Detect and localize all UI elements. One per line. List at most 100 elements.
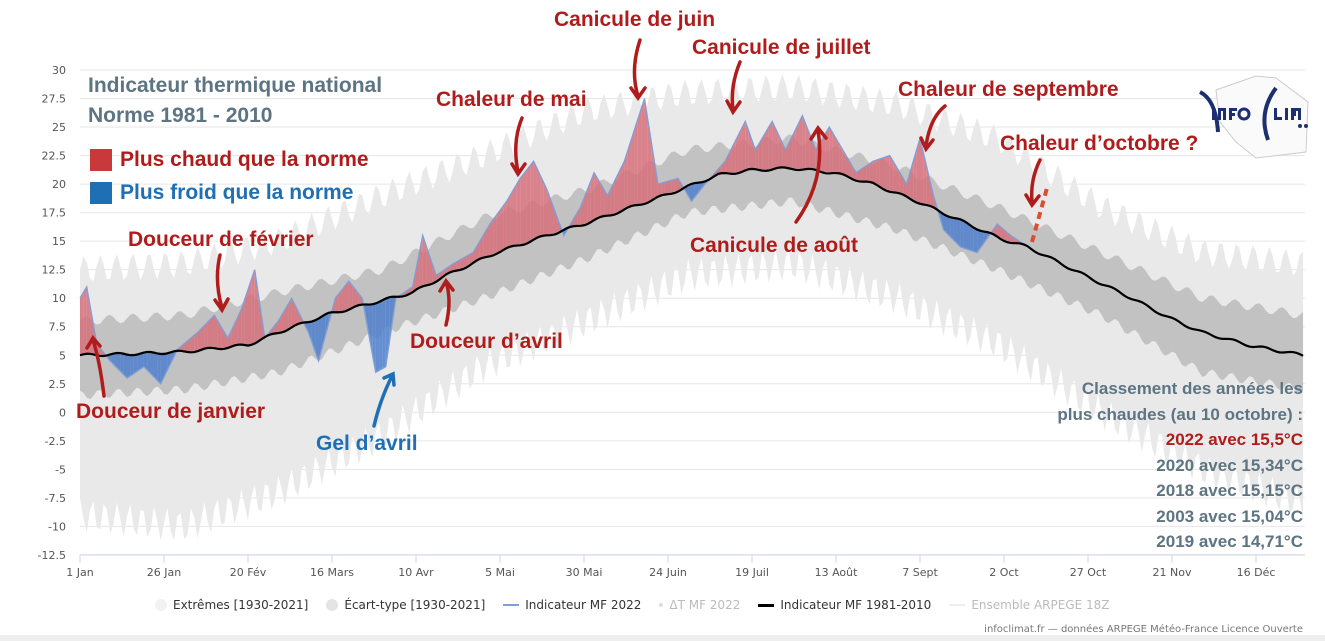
cold-anomaly-area (385, 298, 390, 367)
warm-anomaly-area (637, 108, 642, 206)
cold-anomaly-area (167, 352, 171, 371)
cold-anomaly-area (946, 214, 951, 237)
annotation-arrow (372, 371, 396, 428)
warm-anomaly-area (597, 178, 601, 220)
warm-anomaly-area (479, 235, 484, 261)
warm-anomaly-area (342, 285, 346, 311)
key-warm: Plus chaud que la norme (90, 148, 369, 172)
annotation-apr-gel: Gel d’avril (316, 432, 418, 455)
warm-anomaly-area (600, 184, 605, 219)
warm-anomaly-area (822, 132, 826, 172)
cold-anomaly-area (127, 353, 131, 379)
warm-anomaly-area (217, 321, 222, 349)
warm-anomaly-area (496, 210, 500, 253)
cold-anomaly-area (110, 354, 114, 365)
y-tick-label: -2.5 (45, 435, 66, 448)
annotation-arrow (1024, 158, 1042, 209)
warm-anomaly-area (725, 154, 729, 174)
annotation-arrow (919, 104, 947, 153)
warm-anomaly-area (513, 184, 517, 247)
warm-anomaly-area (614, 174, 618, 214)
key-warm-label: Plus chaud que la norme (120, 148, 369, 171)
annotation-apr-douceur: Douceur d’avril (410, 330, 563, 353)
legend-arpege[interactable]: Ensemble ARPEGE 18Z (949, 598, 1110, 612)
key-cold: Plus froid que la norme (90, 181, 353, 205)
warm-anomaly-area (530, 161, 534, 242)
legend-delta[interactable]: ΔT MF 2022 (659, 598, 740, 612)
warm-anomaly-area (486, 224, 490, 258)
y-tick-label: 10 (52, 292, 66, 305)
y-tick-label: 7.5 (49, 321, 67, 334)
x-tick-label: 19 Juil (735, 566, 769, 579)
cold-anomaly-area (153, 352, 158, 381)
warm-anomaly-area (859, 168, 863, 182)
annotation-arrow (510, 116, 527, 178)
cold-anomaly-area (150, 353, 154, 377)
warm-anomaly-area (536, 168, 541, 239)
annotation-arrow (629, 38, 647, 102)
legend-normal[interactable]: Indicateur MF 1981-2010 (758, 598, 931, 612)
x-tick-label: 21 Nov (1153, 566, 1192, 579)
warm-anomaly-area (594, 172, 598, 221)
warm-swatch (90, 149, 112, 171)
warm-anomaly-area (587, 181, 591, 223)
cold-swatch (90, 182, 112, 204)
warm-anomaly-area (930, 181, 934, 209)
x-tick-label: 16 Déc (1237, 566, 1276, 579)
forecast-dashed-line (1030, 187, 1049, 243)
warm-anomaly-area (197, 329, 201, 351)
warm-anomaly-area (352, 285, 356, 309)
ranking-title-2: plus chaudes (au 10 octobre) : (1057, 404, 1303, 424)
warm-anomaly-area (869, 161, 873, 185)
legend-stddev[interactable]: Écart-type [1930-2021] (326, 598, 485, 612)
warm-anomaly-area (466, 254, 470, 267)
credit: infoclimat.fr — données ARPEGE Météo-Fra… (984, 624, 1303, 635)
warm-anomaly-area (80, 292, 84, 356)
warm-anomaly-area (523, 169, 527, 244)
y-tick-label: -5 (55, 463, 66, 476)
x-tick-label: 1 Jan (66, 566, 93, 579)
warm-anomaly-area (775, 128, 779, 170)
warm-anomaly-area (668, 180, 672, 195)
warm-anomaly-area (251, 269, 255, 344)
warm-anomaly-area (883, 156, 887, 190)
warm-anomaly-area (765, 127, 769, 170)
y-tick-label: 15 (52, 235, 66, 248)
warm-anomaly-area (872, 160, 877, 186)
x-tick-label: 5 Mai (485, 566, 515, 579)
legend-label: Écart-type [1930-2021] (344, 598, 486, 612)
warm-anomaly-area (893, 161, 897, 194)
warm-anomaly-area (241, 299, 245, 346)
warm-anomaly-area (506, 195, 511, 250)
y-tick-label: 0 (59, 406, 66, 419)
annotation-jan: Douceur de janvier (76, 400, 266, 423)
warm-anomaly-area (533, 161, 537, 241)
warm-anomaly-area (624, 150, 628, 210)
cold-anomaly-area (382, 299, 386, 369)
y-tick-label: 5 (59, 349, 66, 362)
warm-anomaly-area (278, 315, 282, 333)
ranking-entry: 2018 avec 15,15°C (1156, 481, 1303, 500)
legend-extremes[interactable]: Extrêmes [1930-2021] (155, 598, 308, 612)
warm-anomaly-area (607, 188, 611, 216)
cold-anomaly-area (375, 301, 380, 373)
cold-anomaly-area (950, 216, 954, 241)
warm-anomaly-area (288, 298, 292, 329)
y-tick-label: 22.5 (42, 150, 67, 163)
warm-anomaly-area (899, 172, 904, 196)
warm-anomaly-area (839, 144, 843, 176)
indicator-2022-line (79, 98, 1028, 385)
warm-anomaly-area (355, 289, 359, 308)
cold-anomaly-area (120, 354, 124, 375)
cold-anomaly-area (953, 217, 957, 244)
cold-anomaly-area (130, 353, 134, 376)
infoclimat-logo (1196, 72, 1314, 159)
annotation-arrow (213, 253, 230, 314)
annotation-sep: Chaleur de septembre (898, 78, 1119, 101)
warm-anomaly-area (422, 235, 427, 288)
y-tick-label: 30 (52, 64, 66, 77)
cold-anomaly-area (956, 219, 961, 247)
annotation-may: Chaleur de mai (436, 88, 587, 111)
legend-2022[interactable]: Indicateur MF 2022 (503, 598, 641, 612)
